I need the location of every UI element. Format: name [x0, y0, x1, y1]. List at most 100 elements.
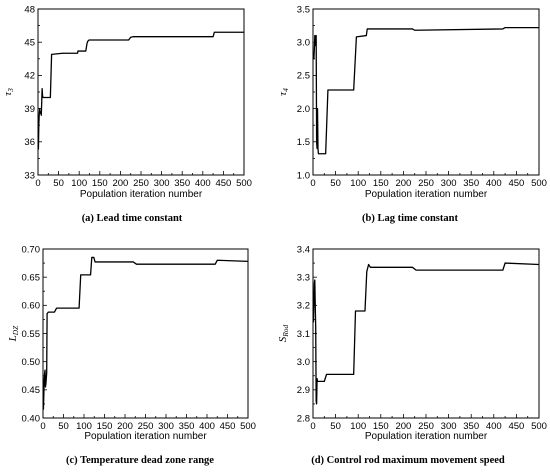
y-tick-label: 0.40 — [22, 413, 41, 424]
y-axis-label: LDZ — [7, 325, 20, 343]
y-axis-label: τ3 — [2, 88, 15, 96]
panel-caption: (a) Lead time constant — [82, 213, 183, 224]
y-axis-symbol: τ — [2, 91, 14, 96]
x-tick-label: 350 — [174, 178, 190, 189]
x-axis-label: Population iteration number — [80, 189, 203, 200]
y-tick-label: 1.5 — [297, 137, 310, 148]
x-tick-label: 350 — [463, 421, 479, 432]
x-tick-label: 150 — [97, 421, 113, 432]
chart-panel-4: 0 50 100 150 200 250 300 350 400 450 500 2.8 2.9 3.0 3… — [277, 244, 547, 466]
x-tick-label: 50 — [53, 178, 64, 189]
x-tick-label: 400 — [486, 421, 502, 432]
y-tick-label: 1.0 — [297, 170, 310, 181]
x-tick-label: 450 — [508, 178, 524, 189]
x-tick-label: 250 — [133, 178, 149, 189]
y-tick-label: 33 — [24, 170, 35, 181]
y-tick-label: 48 — [24, 4, 35, 15]
y-tick-label: 0.65 — [22, 272, 41, 283]
y-tick-label: 0.50 — [22, 357, 41, 368]
x-tick-label: 300 — [441, 178, 457, 189]
x-tick-label: 200 — [395, 421, 411, 432]
panel-caption: (c) Temperature dead zone range — [66, 455, 214, 466]
plot-frame — [312, 8, 540, 176]
panel-caption: (d) Control rod maximum movement speed — [311, 455, 505, 466]
y-tick-label: 3.0 — [297, 357, 310, 368]
series-line — [312, 262, 540, 405]
y-tick-label: 2.9 — [297, 385, 310, 396]
y-tick-label: 2.5 — [297, 71, 310, 82]
x-tick-label: 250 — [138, 421, 154, 432]
x-axis-label: Population iteration number — [365, 431, 488, 442]
series-line — [37, 31, 244, 150]
y-tick-label: 3.4 — [297, 244, 310, 255]
x-tick-label: 400 — [199, 421, 215, 432]
panel-caption: (b) Lag time constant — [362, 213, 458, 224]
plot-frame — [42, 248, 249, 419]
y-axis-label: SRod — [277, 324, 290, 342]
y-tick-label: 0.55 — [22, 329, 41, 340]
y-tick-label: 2.0 — [297, 104, 310, 115]
y-tick-label: 3.1 — [297, 329, 310, 340]
y-tick-label: 45 — [24, 38, 35, 49]
chart-panel-1: 0 50 100 150 200 250 300 350 400 450 500 33 36 39 42 45… — [2, 4, 252, 224]
x-tick-label: 450 — [508, 421, 524, 432]
x-tick-label: 200 — [395, 178, 411, 189]
y-tick-label: 3.0 — [297, 38, 310, 49]
x-tick-label: 500 — [531, 421, 547, 432]
x-tick-label: 100 — [350, 421, 366, 432]
y-tick-label: 0.70 — [22, 244, 41, 255]
y-tick-label: 3.2 — [297, 301, 310, 312]
y-axis-symbol: τ — [277, 91, 289, 96]
x-tick-label: 350 — [463, 178, 479, 189]
y-tick-label: 36 — [24, 137, 35, 148]
y-tick-label: 2.8 — [297, 413, 310, 424]
x-tick-label: 100 — [71, 178, 87, 189]
y-axis-subscript: 3 — [6, 88, 15, 93]
y-axis-symbol: L — [7, 335, 19, 342]
x-tick-label: 500 — [240, 421, 256, 432]
x-tick-label: 500 — [531, 178, 547, 189]
y-axis-subscript: Rod — [281, 324, 290, 337]
x-tick-label: 400 — [195, 178, 211, 189]
y-tick-label: 0.60 — [22, 301, 41, 312]
y-tick-label: 42 — [24, 71, 35, 82]
y-axis-symbol: S — [277, 336, 289, 342]
x-tick-label: 300 — [441, 421, 457, 432]
x-tick-label: 50 — [330, 421, 341, 432]
x-tick-label: 100 — [350, 178, 366, 189]
x-tick-label: 50 — [58, 421, 69, 432]
x-tick-label: 0 — [310, 178, 315, 189]
y-axis-label: τ4 — [277, 88, 290, 96]
x-tick-label: 100 — [76, 421, 92, 432]
chart-panel-3: 0 50 100 150 200 250 300 350 400 450 500 0.40 0.45 0.… — [7, 244, 256, 466]
x-tick-label: 150 — [373, 178, 389, 189]
y-axis-subscript: DZ — [11, 325, 20, 336]
y-axis-subscript: 4 — [281, 88, 290, 92]
x-axis-label: Population iteration number — [84, 431, 207, 442]
x-tick-label: 250 — [418, 178, 434, 189]
x-tick-label: 0 — [310, 421, 315, 432]
x-tick-label: 300 — [158, 421, 174, 432]
x-tick-label: 0 — [35, 178, 40, 189]
x-tick-label: 400 — [486, 178, 502, 189]
x-tick-label: 350 — [179, 421, 195, 432]
x-tick-label: 200 — [112, 178, 128, 189]
x-tick-label: 300 — [154, 178, 170, 189]
x-tick-label: 150 — [373, 421, 389, 432]
plot-frame — [312, 248, 540, 419]
x-axis-label: Population iteration number — [365, 189, 488, 200]
x-tick-label: 250 — [418, 421, 434, 432]
x-tick-label: 450 — [220, 421, 236, 432]
series-line — [312, 26, 539, 155]
y-tick-label: 0.45 — [22, 385, 41, 396]
x-tick-label: 0 — [40, 421, 45, 432]
x-tick-label: 500 — [236, 178, 252, 189]
x-tick-label: 200 — [117, 421, 133, 432]
series-line — [42, 256, 249, 410]
y-tick-label: 3.3 — [297, 272, 310, 283]
x-tick-label: 150 — [92, 178, 108, 189]
y-tick-label: 39 — [24, 104, 35, 115]
y-tick-label: 3.5 — [297, 4, 310, 15]
x-tick-label: 450 — [215, 178, 231, 189]
